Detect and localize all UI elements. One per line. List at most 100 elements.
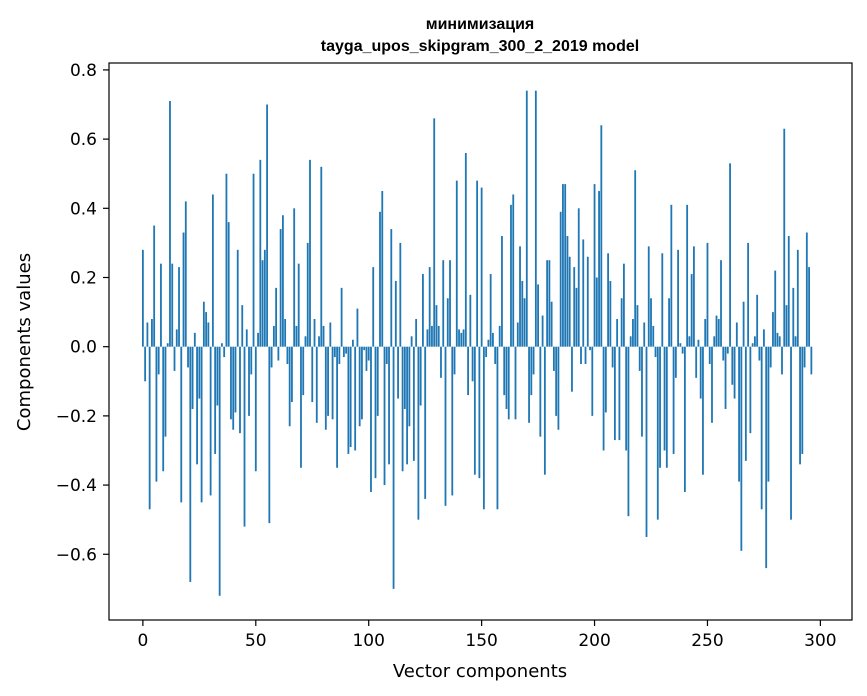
bar [652, 325, 655, 347]
bar [505, 346, 508, 409]
bar [697, 339, 700, 347]
bar [636, 305, 639, 347]
plot-frame [108, 62, 853, 621]
bar [562, 184, 564, 347]
bar [498, 325, 501, 347]
bar [304, 336, 307, 347]
bar [442, 260, 445, 347]
bar [189, 346, 192, 582]
bar [221, 343, 223, 347]
bar [361, 346, 363, 420]
bar [496, 346, 499, 510]
bar [634, 170, 637, 347]
y-axis-label: Components values [14, 253, 35, 431]
bar [478, 346, 481, 479]
bar [616, 319, 619, 347]
bar [385, 346, 388, 364]
bar [776, 332, 779, 347]
bar [257, 332, 259, 347]
bar [291, 346, 293, 403]
bar [534, 90, 537, 347]
bar [523, 298, 526, 347]
bar [704, 319, 707, 347]
bar [659, 346, 661, 468]
bar [146, 322, 149, 347]
bar [625, 346, 628, 451]
bar [749, 346, 752, 434]
bar [435, 305, 438, 347]
bar [769, 346, 772, 368]
bar [381, 191, 384, 347]
bar [715, 315, 718, 347]
bar [724, 346, 727, 409]
bar [580, 346, 582, 364]
bar [464, 152, 467, 347]
bar [738, 346, 740, 482]
bar [650, 298, 652, 347]
bar [211, 194, 214, 347]
bar [451, 346, 454, 496]
bar [720, 260, 722, 347]
bar [458, 329, 460, 347]
bar [598, 191, 600, 347]
bar [632, 319, 634, 347]
bar [207, 322, 210, 347]
bar [643, 322, 646, 347]
bar [525, 90, 528, 347]
bar [690, 274, 693, 347]
y-tick-label: 0.2 [70, 268, 97, 288]
bar [699, 346, 702, 399]
bar [471, 346, 474, 382]
bar [708, 346, 711, 364]
bar [747, 242, 750, 347]
bar [530, 346, 533, 396]
bar [153, 225, 156, 347]
bar [356, 308, 359, 347]
x-tick-label: 200 [578, 631, 610, 651]
bar [794, 336, 797, 347]
bar [476, 180, 479, 347]
bar [286, 346, 289, 364]
bar [765, 346, 768, 569]
bar [503, 346, 506, 396]
bar [440, 346, 442, 378]
bar [686, 204, 689, 347]
bar [460, 332, 463, 347]
bar [279, 229, 282, 347]
bar [455, 180, 458, 347]
bar [602, 346, 605, 451]
bar [433, 118, 436, 347]
bar [681, 346, 684, 354]
bar [166, 343, 169, 347]
bar [191, 346, 194, 409]
bar [259, 159, 262, 347]
y-axis-ticks: −0.6 −0.4 −0.2 0.0 0.2 0.4 0.6 0.8 [56, 61, 109, 565]
bar [394, 280, 397, 347]
bar [193, 332, 196, 347]
bar [338, 346, 341, 364]
chart-title: минимизация [426, 16, 535, 33]
bar [227, 222, 230, 347]
bar [753, 336, 756, 347]
bar [358, 346, 361, 427]
bar [266, 104, 268, 347]
bar [521, 280, 524, 347]
y-tick-label: 0.6 [70, 130, 97, 150]
bar [774, 270, 777, 347]
bar [742, 301, 745, 347]
bar [372, 267, 375, 347]
bar [399, 242, 402, 347]
bar [370, 346, 372, 492]
bar [731, 346, 734, 385]
bar [611, 346, 614, 368]
bar [792, 287, 795, 347]
bar [318, 336, 320, 347]
bar [722, 346, 725, 361]
bar [487, 339, 490, 347]
bar [591, 346, 594, 416]
bar [469, 294, 472, 347]
bar [379, 211, 381, 347]
bar [620, 298, 623, 347]
bar [403, 346, 406, 409]
bar [489, 274, 492, 347]
